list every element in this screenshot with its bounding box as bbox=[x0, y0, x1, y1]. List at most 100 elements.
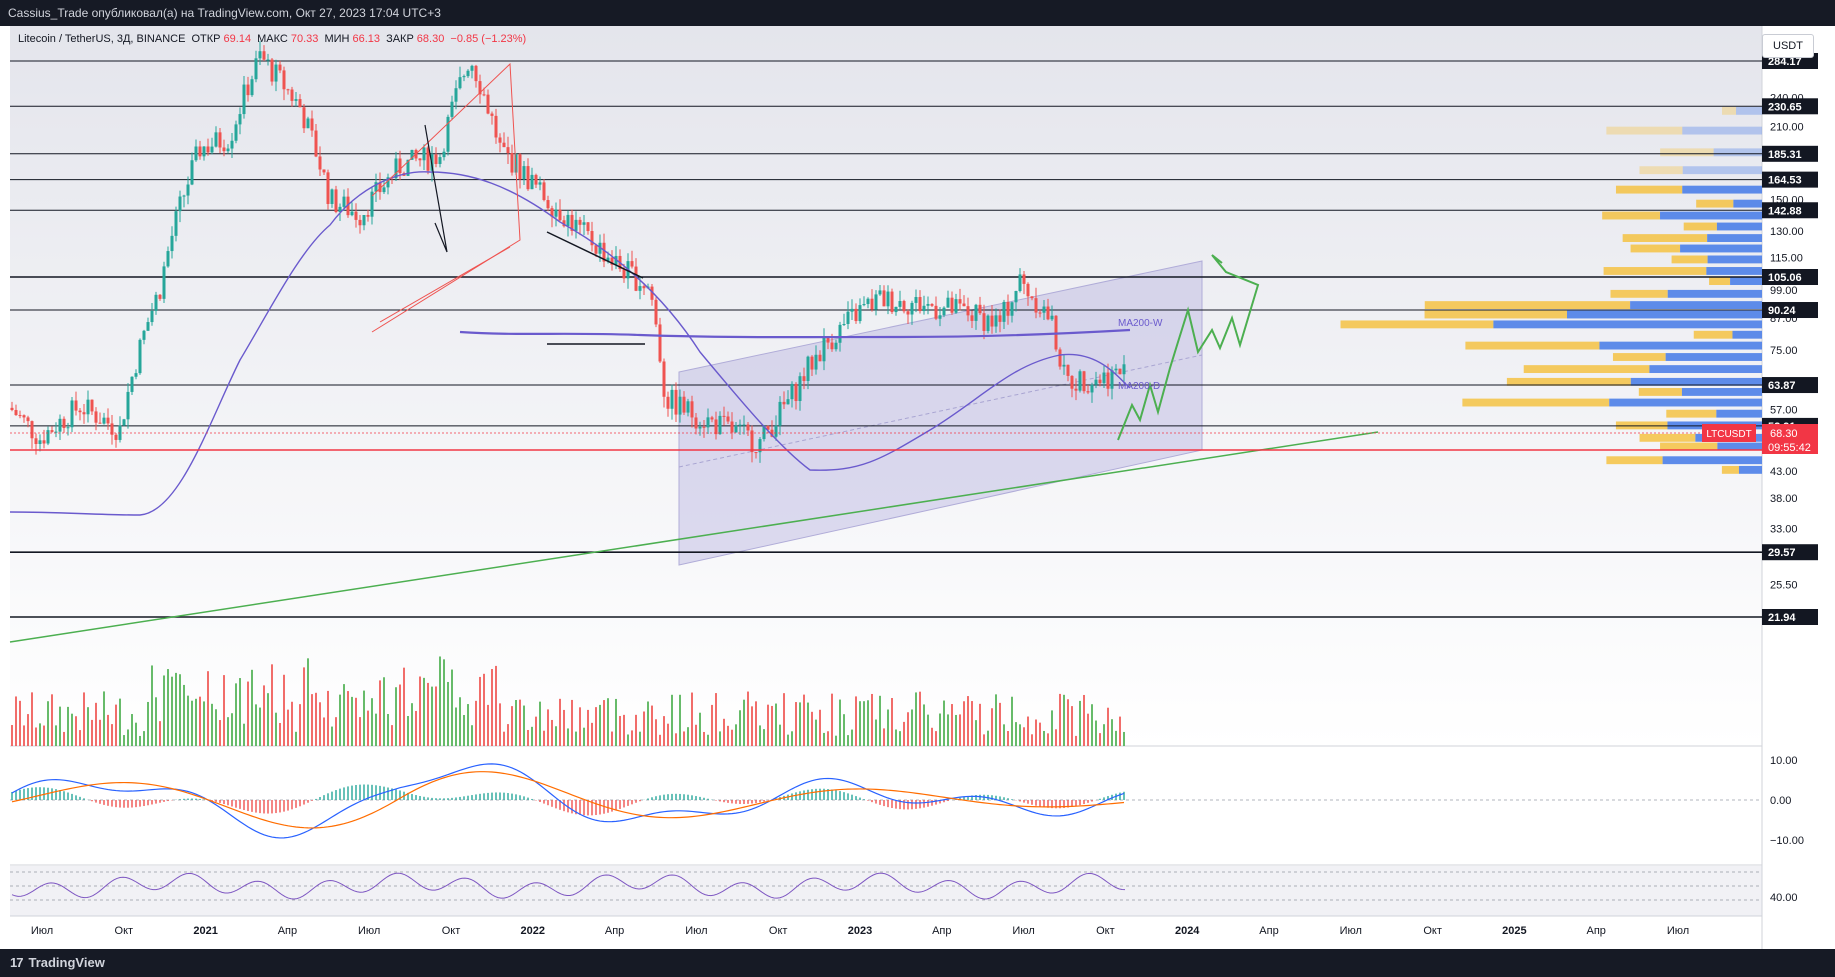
macd-hist-bar bbox=[591, 800, 593, 816]
legend-open: 69.14 bbox=[223, 33, 252, 45]
macd-hist-bar bbox=[71, 793, 73, 800]
macd-hist-bar bbox=[807, 789, 809, 800]
volume-bar-51 bbox=[215, 709, 217, 746]
macd-hist-bar bbox=[415, 795, 417, 800]
candle-body-209 bbox=[846, 311, 850, 324]
macd-hist-bar bbox=[251, 800, 253, 812]
macd-hist-bar bbox=[187, 798, 189, 800]
volume-bar-141 bbox=[575, 731, 577, 746]
macd-hist-bar bbox=[623, 800, 625, 808]
chart-canvas[interactable]: 10.000.00−10.00 40.00 240.00210.00150.00… bbox=[0, 26, 1835, 949]
candle-body-108 bbox=[442, 151, 446, 158]
macd-hist-bar bbox=[959, 797, 961, 800]
volume-bar-87 bbox=[359, 717, 361, 746]
candle-body-109 bbox=[446, 116, 450, 152]
macd-hist-bar bbox=[383, 786, 385, 800]
macd-hist-bar bbox=[639, 800, 641, 802]
candle-body-50 bbox=[210, 146, 214, 153]
macd-hist-bar bbox=[475, 794, 477, 800]
macd-hist-bar bbox=[1123, 791, 1125, 800]
volume-bar-150 bbox=[611, 731, 613, 746]
volume-bar-60 bbox=[251, 669, 253, 746]
macd-hist-bar bbox=[211, 800, 213, 801]
candle-body-37 bbox=[158, 294, 162, 299]
candle-body-123 bbox=[502, 142, 506, 148]
currency-button[interactable]: USDT bbox=[1762, 34, 1814, 58]
candle-body-179 bbox=[726, 416, 730, 422]
macd-hist-bar bbox=[299, 800, 301, 807]
candle-body-30 bbox=[130, 376, 134, 392]
volume-bar-105 bbox=[431, 686, 433, 746]
candle-body-151 bbox=[614, 255, 618, 265]
macd-hist-bar bbox=[323, 795, 325, 800]
level-tag-3: 164.53 bbox=[1768, 175, 1802, 187]
volume-bar-136 bbox=[555, 726, 557, 746]
rsi: 40.00 bbox=[10, 871, 1798, 904]
volume-bar-106 bbox=[435, 686, 437, 746]
volume-bar-267 bbox=[1079, 700, 1081, 746]
macd-hist-bar bbox=[451, 797, 453, 800]
candle-body-39 bbox=[166, 251, 170, 267]
candle-body-130 bbox=[530, 174, 534, 190]
candle-body-4 bbox=[26, 417, 30, 422]
last-price-countdown: 09:55:42 bbox=[1768, 442, 1811, 454]
macd-hist-bar bbox=[459, 796, 461, 800]
candle-body-66 bbox=[274, 64, 278, 82]
volume-bar-110 bbox=[451, 669, 453, 746]
volume-bar-170 bbox=[691, 692, 693, 746]
volume-bar-273 bbox=[1103, 724, 1105, 746]
macd-hist-bar bbox=[227, 800, 229, 806]
candle-body-70 bbox=[290, 89, 294, 101]
candle-body-32 bbox=[138, 339, 142, 374]
candle-body-115 bbox=[470, 65, 474, 71]
candle-body-168 bbox=[682, 396, 686, 413]
macd-hist-bar bbox=[387, 787, 389, 800]
candle-body-222 bbox=[898, 301, 902, 307]
vp-buy-18 bbox=[1599, 341, 1762, 350]
candle-body-99 bbox=[406, 159, 410, 176]
macd: 10.00 0.00 −10.00 bbox=[10, 755, 1804, 847]
macd-hist-bar bbox=[259, 800, 261, 814]
candle-body-227 bbox=[918, 297, 922, 312]
macd-hist-bar bbox=[59, 790, 61, 800]
candle-body-206 bbox=[834, 342, 838, 350]
volume-bar-113 bbox=[463, 715, 465, 746]
time-tick-7: Апр bbox=[605, 925, 624, 937]
volume-bar-93 bbox=[383, 677, 385, 746]
tradingview-logo[interactable]: 17 TradingView bbox=[10, 949, 105, 977]
macd-hist-bar bbox=[231, 800, 233, 807]
candle-body-61 bbox=[254, 58, 258, 80]
volume-bar-21 bbox=[95, 702, 97, 746]
candle-body-14 bbox=[66, 427, 70, 429]
candle-body-178 bbox=[722, 415, 726, 417]
candle-body-263 bbox=[1062, 364, 1066, 367]
level-tag-bg-1 bbox=[1762, 98, 1818, 115]
candle-body-118 bbox=[482, 94, 486, 96]
last-price-tag: LTCUSDT 68.30 09:55:42 bbox=[10, 424, 1818, 454]
volume-bar-171 bbox=[695, 724, 697, 746]
volume-bar-35 bbox=[151, 665, 153, 746]
macd-hist-bar bbox=[23, 788, 25, 800]
price-scale: 240.00210.00150.00130.00115.0099.0087.00… bbox=[1762, 53, 1818, 625]
ma200w-label: MA200-W bbox=[1118, 318, 1163, 329]
volume-bar-130 bbox=[531, 726, 533, 746]
macd-hist-bar bbox=[491, 792, 493, 800]
candle-body-51 bbox=[214, 132, 218, 147]
volume-bar-151 bbox=[615, 698, 617, 746]
candle-body-15 bbox=[70, 400, 74, 428]
candle-body-241 bbox=[974, 304, 978, 321]
candle-body-143 bbox=[582, 222, 586, 225]
macd-hist-bar bbox=[691, 795, 693, 800]
volume-bar-186 bbox=[755, 701, 757, 746]
candle-body-6 bbox=[34, 438, 38, 445]
volume-bar-180 bbox=[731, 729, 733, 746]
volume-bar-210 bbox=[851, 729, 853, 746]
candle-body-128 bbox=[522, 166, 526, 180]
volume-bar-278 bbox=[1123, 731, 1125, 746]
candle-body-252 bbox=[1018, 274, 1022, 291]
macd-hist-bar bbox=[755, 800, 757, 804]
macd-hist-bar bbox=[547, 800, 549, 806]
candle-body-96 bbox=[394, 158, 398, 179]
legend-change: −0.85 (−1.23%) bbox=[450, 33, 527, 45]
macd-hist-bar bbox=[191, 798, 193, 800]
